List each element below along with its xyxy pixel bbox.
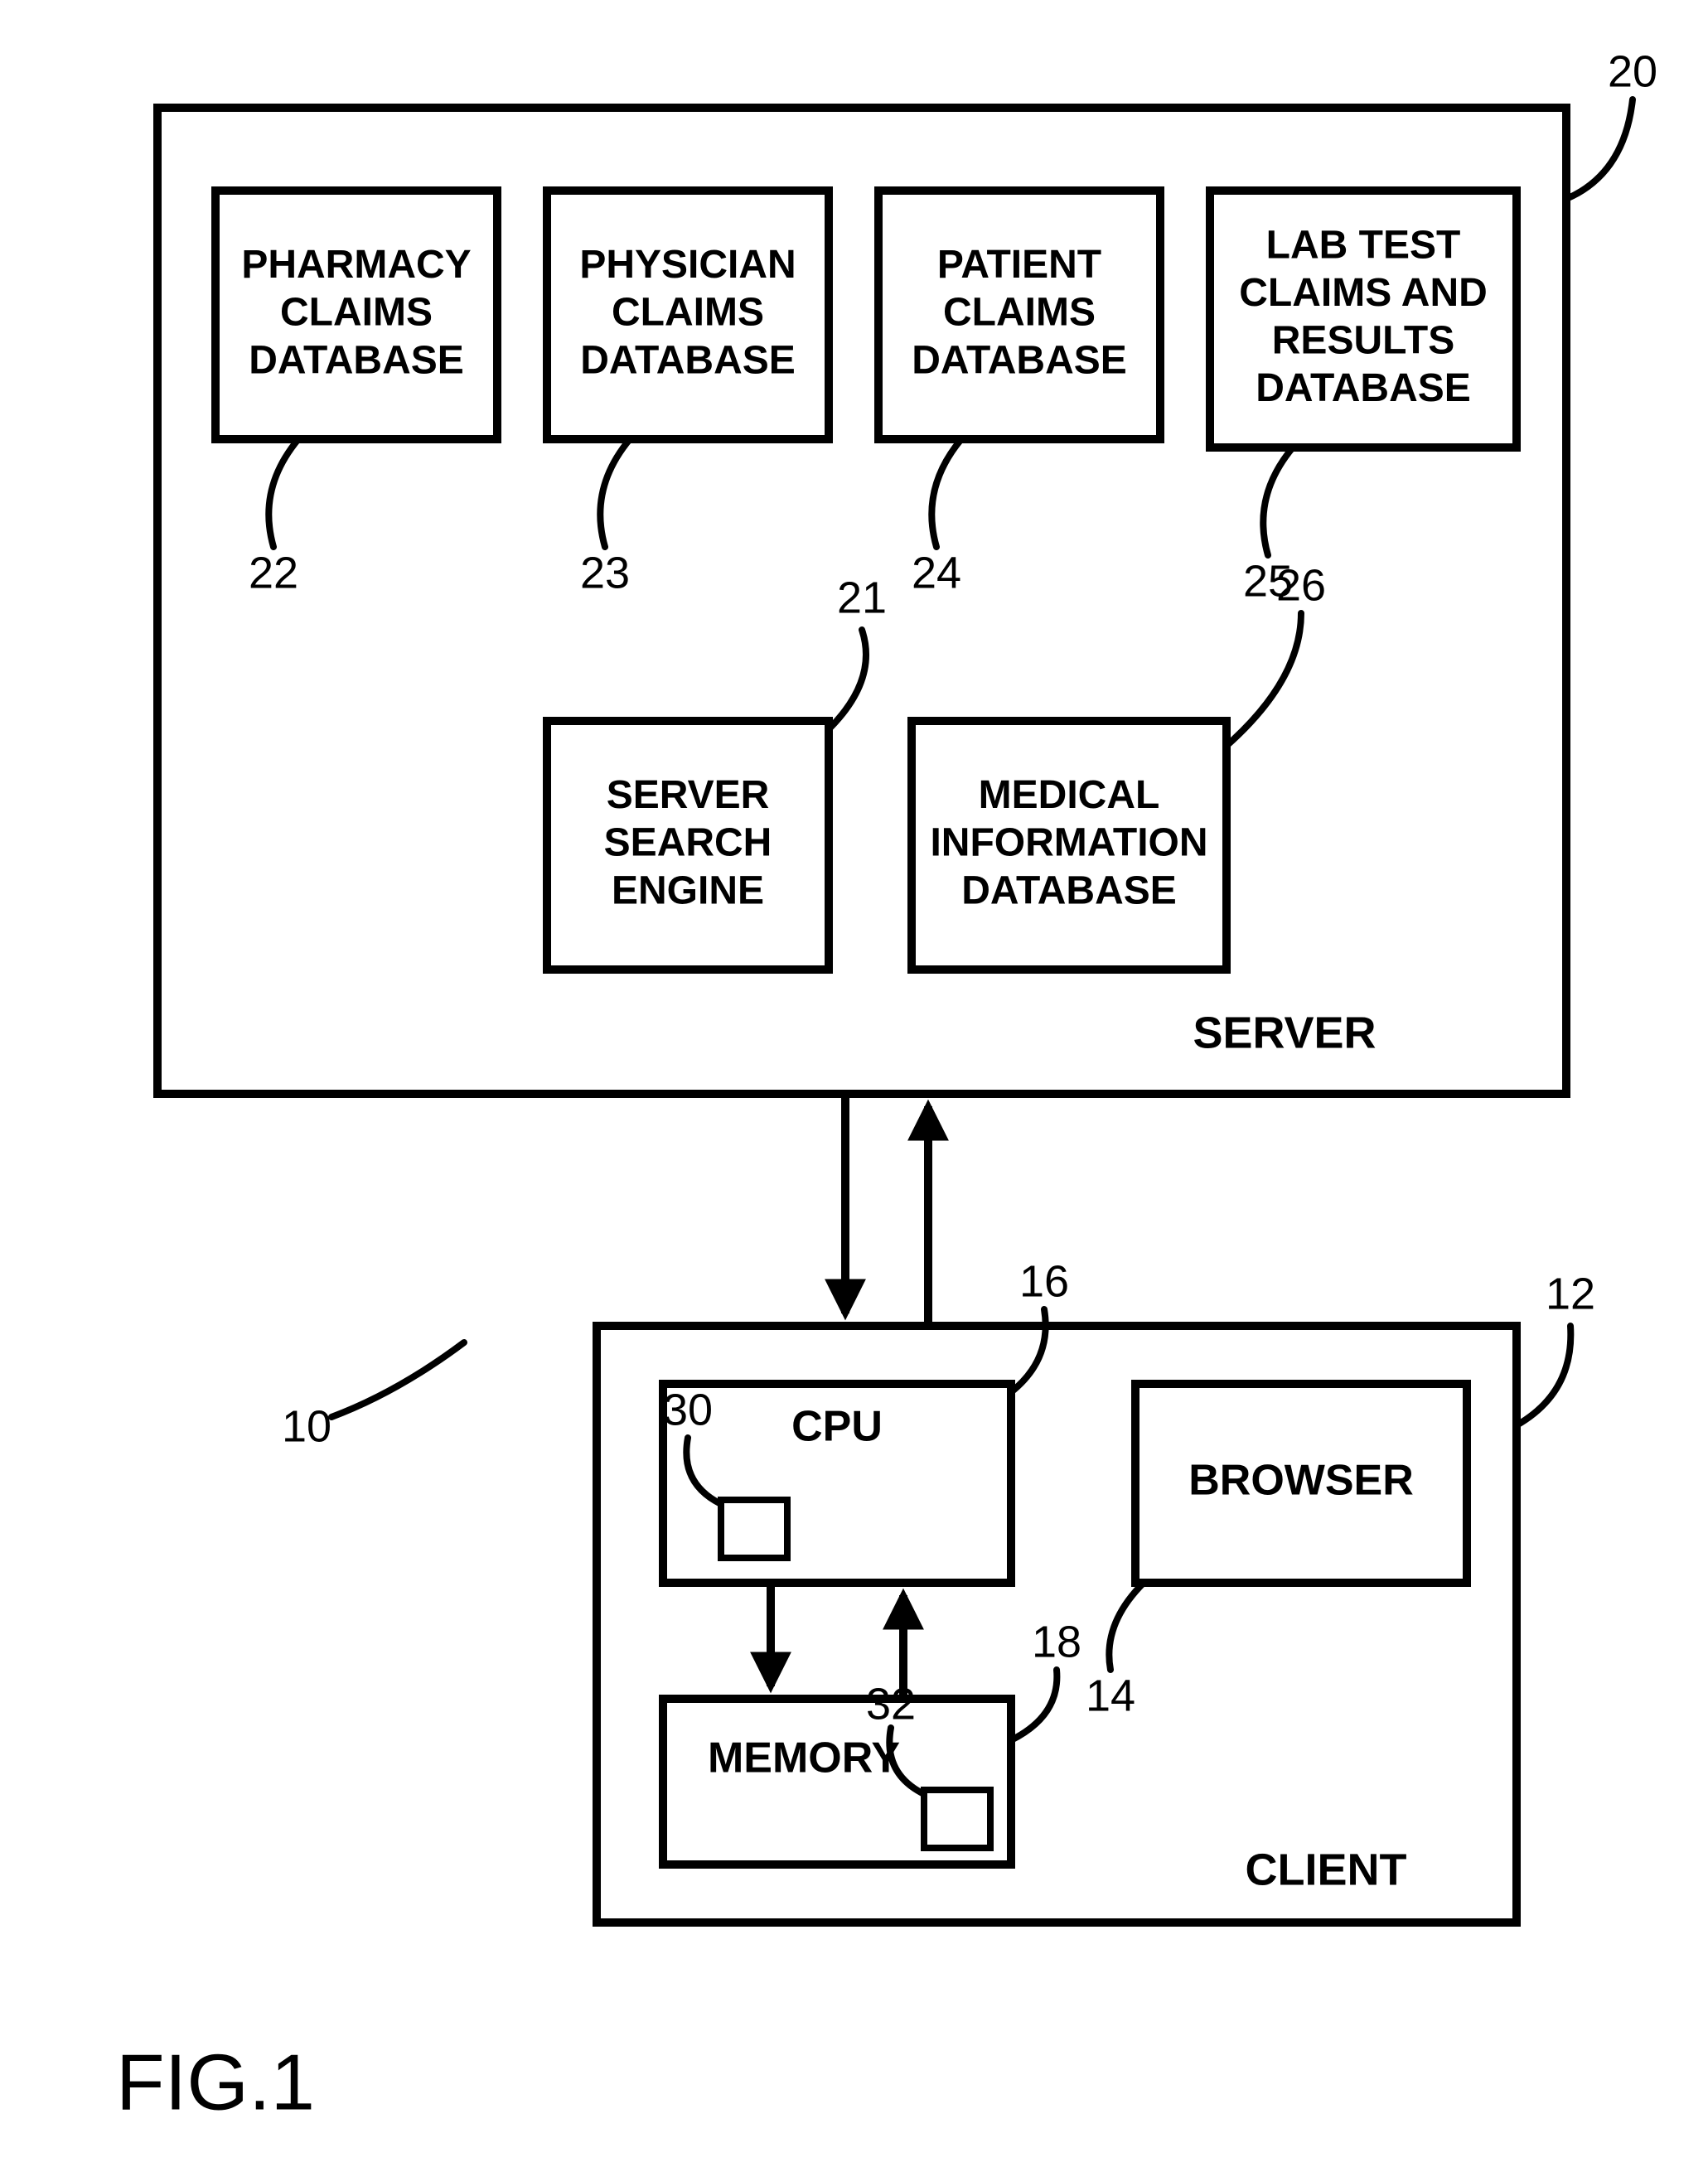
svg-text:PATIENT: PATIENT xyxy=(937,243,1101,287)
svg-text:SEARCH: SEARCH xyxy=(604,821,772,865)
svg-text:20: 20 xyxy=(1608,46,1657,96)
svg-text:CPU: CPU xyxy=(791,1403,883,1451)
svg-text:MEMORY: MEMORY xyxy=(708,1734,900,1782)
svg-text:PHARMACY: PHARMACY xyxy=(241,243,471,287)
svg-text:21: 21 xyxy=(837,573,887,622)
svg-text:CLIENT: CLIENT xyxy=(1246,1845,1407,1894)
system-ref: 10 xyxy=(282,1342,464,1451)
svg-text:SERVER: SERVER xyxy=(607,773,770,817)
svg-text:DATABASE: DATABASE xyxy=(912,338,1127,382)
server-block: SERVER20PHARMACYCLAIMSDATABASE22PHYSICIA… xyxy=(157,46,1657,1094)
svg-text:26: 26 xyxy=(1276,560,1326,610)
svg-text:DATABASE: DATABASE xyxy=(249,338,464,382)
svg-text:CLAIMS: CLAIMS xyxy=(943,291,1096,335)
svg-text:14: 14 xyxy=(1086,1671,1135,1720)
client-block: CLIENT 12 CPU 16 30 BROWSER 14 MEMORY 18 32 xyxy=(597,1256,1595,1923)
svg-text:SERVER: SERVER xyxy=(1193,1008,1376,1057)
svg-text:23: 23 xyxy=(580,548,630,597)
figure-label: FIG.1 xyxy=(116,2038,315,2126)
svg-text:DATABASE: DATABASE xyxy=(961,868,1177,912)
svg-text:ENGINE: ENGINE xyxy=(612,868,764,912)
svg-text:12: 12 xyxy=(1546,1269,1595,1318)
svg-text:10: 10 xyxy=(282,1401,331,1451)
client-cpu: CPU 16 30 xyxy=(663,1256,1069,1583)
svg-text:18: 18 xyxy=(1032,1617,1081,1666)
svg-text:24: 24 xyxy=(912,548,961,597)
svg-text:RESULTS: RESULTS xyxy=(1272,318,1454,362)
svg-text:DATABASE: DATABASE xyxy=(1256,366,1471,410)
svg-text:CLAIMS AND: CLAIMS AND xyxy=(1239,271,1488,315)
svg-text:30: 30 xyxy=(663,1385,713,1434)
svg-text:LAB TEST: LAB TEST xyxy=(1266,223,1461,267)
svg-text:INFORMATION: INFORMATION xyxy=(930,821,1207,865)
svg-text:PHYSICIAN: PHYSICIAN xyxy=(579,243,796,287)
svg-text:32: 32 xyxy=(866,1679,916,1729)
svg-text:DATABASE: DATABASE xyxy=(580,338,796,382)
svg-text:16: 16 xyxy=(1019,1256,1069,1306)
diagram-root: SERVER20PHARMACYCLAIMSDATABASE22PHYSICIA… xyxy=(0,0,1708,2162)
svg-text:CLAIMS: CLAIMS xyxy=(612,291,764,335)
svg-text:CLAIMS: CLAIMS xyxy=(280,291,433,335)
svg-text:22: 22 xyxy=(249,548,298,597)
svg-text:BROWSER: BROWSER xyxy=(1188,1457,1414,1505)
svg-text:MEDICAL: MEDICAL xyxy=(979,773,1160,817)
